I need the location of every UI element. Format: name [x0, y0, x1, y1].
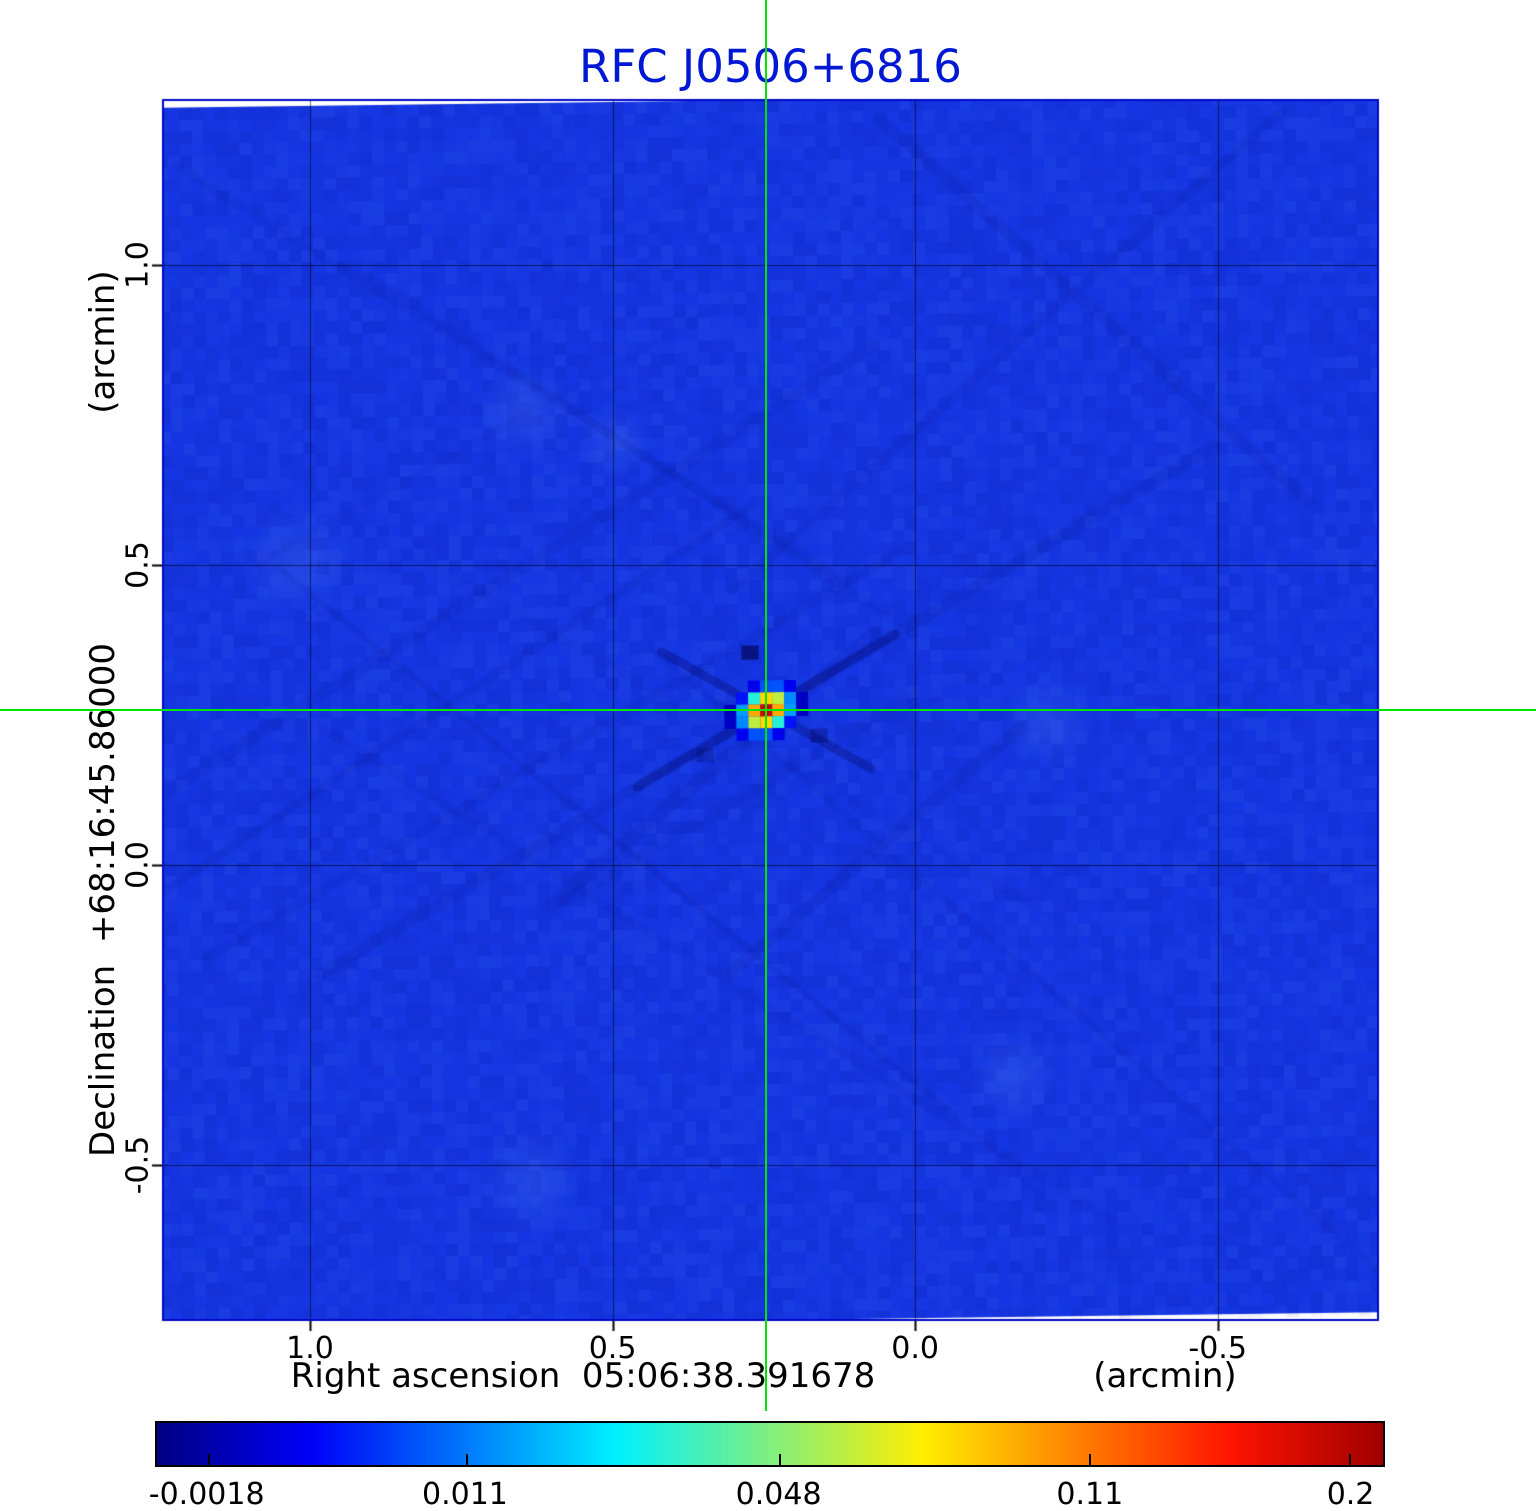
- y-axis-title: Declination +68:16:45.86000: [83, 643, 123, 1157]
- colorbar-tick-mark: [1348, 1454, 1351, 1465]
- chart-title: RFC J0506+6816: [579, 40, 962, 93]
- y-tick-label: -0.5: [120, 1135, 156, 1195]
- x-tick-label: -0.5: [1188, 1331, 1247, 1366]
- x-tick-label: 0.5: [588, 1331, 637, 1366]
- crosshair-vertical-line: [765, 0, 768, 1411]
- colorbar-tick-label: -0.0018: [148, 1477, 265, 1511]
- crosshair-horizontal-line: [0, 709, 1536, 712]
- colorbar-tick-mark: [778, 1454, 781, 1465]
- colorbar-tick-label: 0.11: [1056, 1477, 1124, 1511]
- y-axis-unit-label: (arcmin): [83, 270, 123, 414]
- colorbar-tick-label: 0.048: [735, 1477, 822, 1511]
- colorbar-tick-mark: [465, 1454, 468, 1465]
- colorbar-tick-mark: [1088, 1454, 1091, 1465]
- y-tick-label: 0.5: [120, 541, 156, 589]
- x-tick-label: 1.0: [286, 1331, 334, 1366]
- colorbar-tick-mark: [208, 1454, 211, 1465]
- x-axis-title: Right ascension 05:06:38.391678: [290, 1356, 876, 1396]
- colorbar-tick-label: 0.011: [422, 1477, 508, 1511]
- x-tick-label: 0.0: [891, 1331, 939, 1366]
- colorbar-tick-label: 0.2: [1326, 1477, 1375, 1511]
- colorbar: [155, 1421, 1385, 1467]
- x-axis-unit-label: (arcmin): [1093, 1356, 1237, 1396]
- y-tick-label: 0.0: [120, 841, 156, 889]
- y-tick-label: 1.0: [120, 241, 156, 289]
